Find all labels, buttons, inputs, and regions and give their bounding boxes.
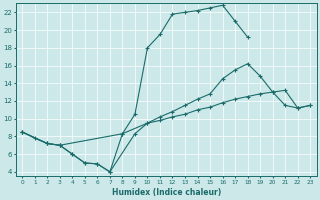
X-axis label: Humidex (Indice chaleur): Humidex (Indice chaleur) bbox=[112, 188, 221, 197]
